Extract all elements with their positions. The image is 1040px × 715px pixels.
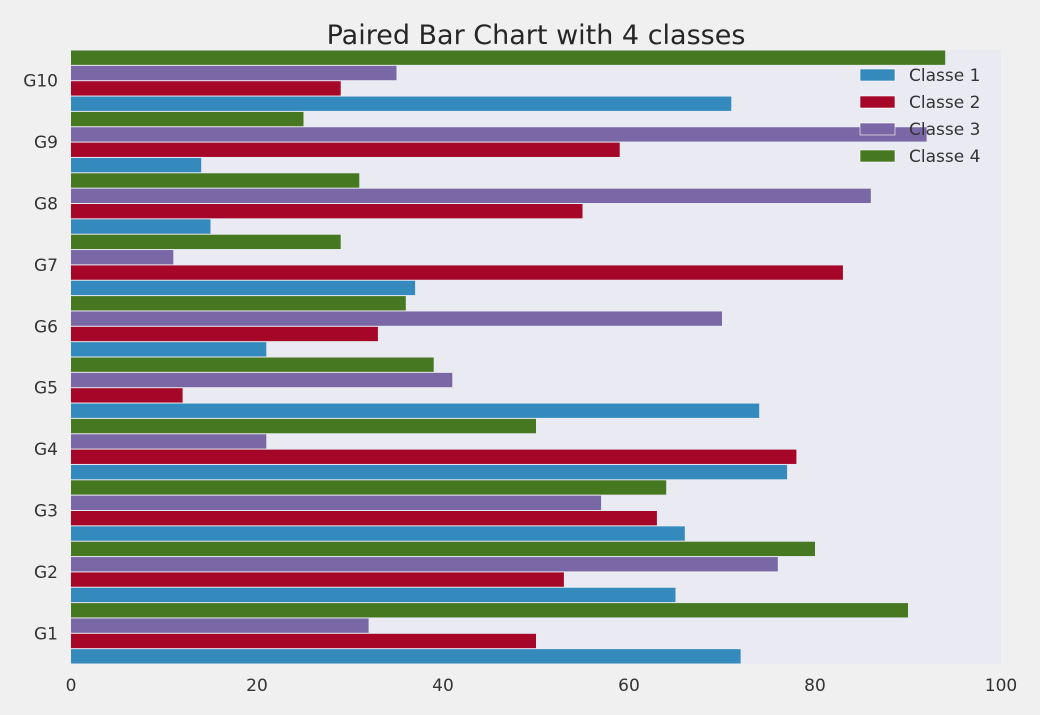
bar-g1-classe-2 (71, 633, 536, 649)
x-tick-label: 40 (432, 676, 454, 696)
bar-g7-classe-3 (71, 250, 174, 265)
x-tick-label: 0 (66, 676, 77, 696)
plot-area (71, 50, 1001, 664)
bar-g5-classe-2 (71, 388, 183, 403)
legend-swatch (859, 122, 896, 136)
y-tick-label: G10 (23, 72, 58, 92)
bar-g6-classe-4 (71, 296, 406, 311)
y-tick-label: G2 (34, 563, 58, 583)
bar-g8-classe-3 (71, 188, 871, 203)
bar-g5-classe-3 (71, 372, 453, 388)
bar-g7-classe-4 (71, 234, 341, 250)
bar-g8-classe-2 (71, 204, 583, 219)
bars-layer (71, 50, 946, 664)
bar-g1-classe-4 (71, 603, 908, 618)
bar-g9-classe-2 (71, 142, 620, 157)
y-tick-label: G8 (34, 195, 58, 215)
bar-g10-classe-1 (71, 96, 732, 111)
bar-g4-classe-1 (71, 464, 788, 480)
legend-label: Classe 2 (909, 93, 980, 113)
bar-g6-classe-2 (71, 326, 378, 342)
bar-g10-classe-4 (71, 50, 946, 65)
bar-g7-classe-2 (71, 265, 843, 280)
y-tick-label: G1 (34, 624, 58, 644)
bar-g1-classe-1 (71, 649, 741, 664)
bar-g4-classe-4 (71, 418, 536, 434)
bar-g8-classe-1 (71, 219, 211, 234)
y-tick-label: G7 (34, 256, 58, 276)
bar-g4-classe-2 (71, 449, 797, 464)
legend-swatch (859, 149, 896, 163)
bar-g6-classe-1 (71, 342, 267, 357)
bar-g9-classe-1 (71, 157, 202, 173)
bar-g2-classe-3 (71, 557, 778, 572)
bar-g3-classe-1 (71, 526, 685, 541)
bar-g8-classe-4 (71, 173, 360, 188)
y-axis-ticks: G1 G2 G3 G4 G5 G6 G7 G8 G9 G10 (23, 72, 58, 645)
bar-g2-classe-2 (71, 572, 564, 587)
legend-swatch (859, 95, 896, 109)
y-tick-label: G4 (34, 440, 58, 460)
bar-g1-classe-3 (71, 618, 369, 633)
y-tick-label: G5 (34, 379, 58, 399)
x-tick-label: 80 (804, 676, 826, 696)
bar-g5-classe-4 (71, 357, 434, 372)
bar-g4-classe-3 (71, 434, 267, 449)
bar-g9-classe-3 (71, 127, 927, 142)
legend-label: Classe 4 (909, 147, 980, 167)
bar-g6-classe-3 (71, 311, 722, 326)
bar-g9-classe-4 (71, 111, 304, 127)
x-tick-label: 20 (246, 676, 268, 696)
bar-g2-classe-1 (71, 587, 676, 603)
bar-g5-classe-1 (71, 403, 760, 418)
bar-g3-classe-3 (71, 495, 602, 510)
y-tick-label: G9 (34, 133, 58, 153)
legend: Classe 1 Classe 2 Classe 3 Classe 4 (859, 66, 980, 167)
x-tick-label: 60 (618, 676, 640, 696)
bar-g3-classe-2 (71, 511, 657, 526)
legend-label: Classe 1 (909, 66, 980, 86)
y-tick-label: G3 (34, 502, 58, 522)
x-axis-ticks: 0 20 40 60 80 100 (66, 676, 1018, 696)
bar-g7-classe-1 (71, 280, 416, 296)
bar-g2-classe-4 (71, 541, 815, 557)
legend-label: Classe 3 (909, 120, 980, 140)
bar-g10-classe-2 (71, 81, 341, 96)
bar-g3-classe-4 (71, 480, 667, 495)
y-tick-label: G6 (34, 317, 58, 337)
chart-title: Paired Bar Chart with 4 classes (327, 20, 746, 51)
x-tick-label: 100 (985, 676, 1017, 696)
bar-g10-classe-3 (71, 65, 397, 81)
legend-swatch (859, 68, 896, 82)
